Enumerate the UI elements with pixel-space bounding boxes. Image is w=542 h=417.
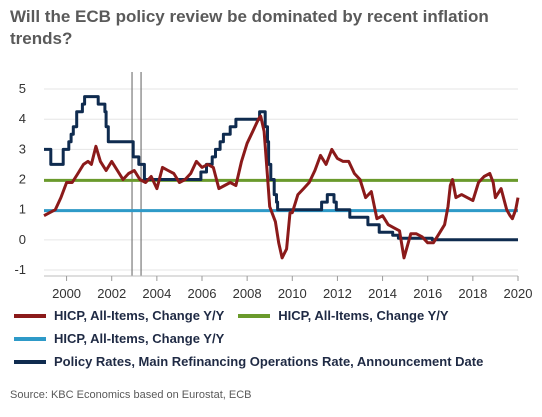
y-tick-label: 1	[19, 202, 26, 217]
legend-row-2: HICP, All-Items, Change Y/Y	[14, 331, 224, 346]
legend-swatch-red	[14, 313, 46, 318]
x-tick-label: 2012	[323, 286, 352, 300]
series-line-3	[44, 95, 518, 242]
x-tick-label: 2010	[278, 286, 307, 300]
y-tick-label: -1	[14, 262, 26, 277]
x-tick-label: 2000	[52, 286, 81, 300]
x-tick-label: 2008	[233, 286, 262, 300]
y-tick-label: 5	[19, 81, 26, 96]
legend-item-policy-rate: Policy Rates, Main Refinancing Operation…	[14, 354, 483, 369]
x-tick-label: 2004	[142, 286, 171, 300]
x-tick-label: 2002	[97, 286, 126, 300]
x-tick-label: 2018	[458, 286, 487, 300]
legend-row-1: HICP, All-Items, Change Y/Y HICP, All-It…	[14, 308, 449, 323]
legend-swatch-blue	[14, 336, 46, 341]
axes: -1 0 1 2 3 4 5 2000 2002 2004 2006 2008 2010 2012 2014…	[14, 81, 532, 300]
source-note: Source: KBC Economics based on Eurostat,…	[10, 389, 252, 401]
y-tick-label: 3	[19, 141, 26, 156]
legend-swatch-green	[238, 313, 271, 318]
legend-label: HICP, All-Items, Change Y/Y	[54, 331, 225, 346]
x-tick-label: 2016	[413, 286, 442, 300]
legend-label: HICP, All-Items, Change Y/Y	[278, 308, 449, 323]
line-chart: -1 0 1 2 3 4 5 2000 2002 2004 2006 2008 2010 2012 2014…	[14, 72, 532, 300]
x-tick-label: 2006	[188, 286, 217, 300]
series-lines	[43, 95, 520, 260]
vertical-markers	[131, 72, 142, 276]
y-tick-label: 2	[19, 172, 26, 187]
legend-label: HICP, All-Items, Change Y/Y	[54, 308, 225, 323]
legend-item-hicp-red: HICP, All-Items, Change Y/Y	[14, 308, 224, 323]
legend-item-hicp-green: HICP, All-Items, Change Y/Y	[238, 308, 449, 323]
legend-item-hicp-blue: HICP, All-Items, Change Y/Y	[14, 331, 224, 346]
legend-row-3: Policy Rates, Main Refinancing Operation…	[14, 354, 483, 369]
x-tick-label: 2020	[504, 286, 533, 300]
legend-swatch-navy	[14, 359, 46, 364]
y-tick-label: 4	[19, 111, 26, 126]
series-line-0	[43, 114, 520, 260]
x-tick-label: 2014	[368, 286, 397, 300]
chart-title: Will the ECB policy review be dominated …	[10, 7, 489, 48]
legend-label: Policy Rates, Main Refinancing Operation…	[54, 354, 484, 369]
y-tick-label: 0	[19, 232, 26, 247]
